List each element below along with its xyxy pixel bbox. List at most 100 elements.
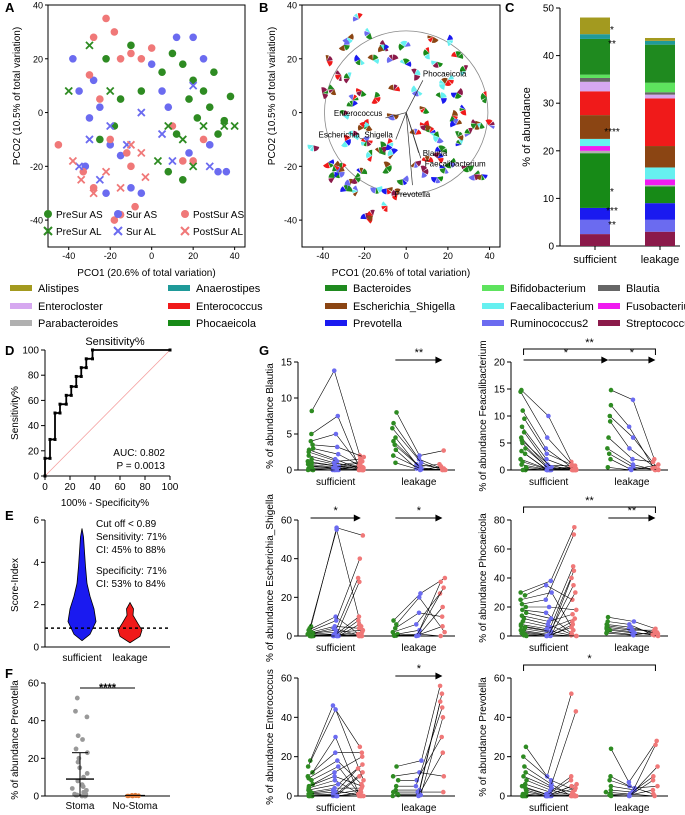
glyph-slice: [433, 131, 440, 138]
point-stoma: [75, 778, 81, 784]
cutoff-annotation: Sensitivity: 71%: [96, 532, 167, 543]
x-tick-label: sufficient: [573, 254, 616, 266]
legend-marker: [113, 226, 123, 236]
point-Sur-AL: [168, 156, 177, 166]
point-stoma: [84, 714, 90, 720]
point-postsur: [573, 709, 579, 714]
point-postsur: [440, 624, 445, 629]
vector-label: Escherichia_Shigella: [319, 130, 394, 139]
point-sur: [417, 467, 423, 473]
sample-glyph: [480, 91, 487, 104]
glyph-slice: [338, 172, 345, 178]
pair-line: [395, 612, 443, 629]
y-tick-label: 60: [28, 679, 40, 690]
glyph-slice: [424, 156, 430, 163]
point-sur: [543, 446, 549, 451]
point-postsur: [654, 738, 659, 744]
y-tick-label: 40: [28, 421, 40, 432]
point-presur: [518, 590, 523, 595]
point-Sur-AS: [205, 141, 214, 149]
glyph-slice: [431, 60, 438, 66]
y-tick-label: 4: [33, 558, 39, 569]
glyph-slice: [352, 130, 359, 137]
sample-glyph: [444, 157, 456, 169]
point-postsur: [655, 764, 660, 769]
glyph-slice: [481, 97, 487, 104]
glyph-slice: [363, 140, 367, 147]
glyph-slice: [386, 187, 393, 192]
x-tick-label: 20: [64, 482, 76, 493]
sample-glyph: [421, 156, 434, 163]
vector-label: Enterococcus: [334, 109, 382, 118]
point-presur: [305, 467, 311, 473]
glyph-slice: [431, 176, 438, 183]
x-mark: [153, 156, 163, 166]
point-postsur: [573, 607, 579, 613]
y-tick-label: 0: [292, 108, 297, 118]
cutoff-annotation: Specificity: 71%: [96, 566, 167, 577]
point-PreSur-AS: [178, 60, 187, 68]
point-sur: [335, 781, 341, 787]
glyph-slice: [326, 61, 333, 67]
point-sur: [335, 764, 341, 769]
x-tick-label: -20: [104, 251, 117, 261]
point-presur: [391, 420, 396, 426]
point-presur: [308, 438, 314, 444]
point-presur: [608, 746, 614, 752]
sample-glyph: [339, 110, 350, 120]
pair-line: [522, 570, 575, 628]
arrow-head: [435, 514, 443, 522]
glyph-slice: [379, 147, 384, 154]
glyph-slice: [321, 87, 328, 94]
glyph-slice: [361, 138, 367, 143]
x-tick-label: Stoma: [66, 801, 95, 812]
x-mark: [168, 156, 177, 166]
roc-point: [58, 402, 62, 406]
glyph-slice: [347, 33, 354, 40]
y-tick-label: 80: [28, 371, 40, 382]
point-Sur-AL: [106, 121, 115, 131]
point-postsur: [569, 691, 574, 697]
glyph-slice: [328, 89, 335, 94]
x-mark: [126, 140, 136, 149]
glyph-slice: [485, 119, 493, 126]
glyph-slice: [462, 166, 469, 173]
y-tick-label: 20: [494, 603, 506, 614]
point-PostSur-AS: [178, 157, 187, 165]
legend-swatch: [168, 320, 190, 326]
glyph-slice: [414, 128, 418, 135]
point-stoma: [75, 759, 81, 765]
glyph-slice: [420, 165, 428, 172]
point-stoma: [73, 708, 78, 714]
cutoff-annotation: Cut off < 0.89: [96, 519, 157, 530]
panel-letter-G: G: [259, 343, 269, 358]
point-Sur-AL: [157, 129, 167, 139]
point-presur: [391, 618, 396, 623]
bar-segment-Anaerostipes: [645, 40, 675, 45]
point-sur: [333, 707, 338, 712]
legend-label: Bacteroides: [353, 283, 412, 295]
bar-segment-Faecalibacterium: [645, 167, 675, 180]
bar-segment-Blautia: [645, 92, 675, 95]
point-sur: [630, 456, 635, 462]
glyph-slice: [450, 92, 457, 98]
point-presur: [519, 424, 525, 430]
x-tick-label: sufficient: [529, 477, 569, 488]
sample-glyph: [380, 187, 393, 195]
point-postsur: [571, 568, 577, 574]
x-mark: [77, 175, 86, 184]
glyph-slice: [437, 153, 444, 159]
sample-glyph: [352, 185, 359, 197]
significance-bracket: [523, 506, 656, 513]
point-postsur: [568, 777, 574, 783]
sample-glyph: [431, 176, 444, 184]
glyph-slice: [367, 210, 373, 216]
point-postsur: [357, 579, 362, 585]
legend-swatch: [10, 285, 32, 291]
y-tick-label: 40: [33, 1, 43, 11]
y-tick-label: 10: [494, 412, 506, 423]
glyph-slice: [464, 133, 471, 137]
x-mark: [164, 121, 173, 131]
point-presur: [395, 777, 401, 783]
point-presur: [306, 793, 312, 799]
